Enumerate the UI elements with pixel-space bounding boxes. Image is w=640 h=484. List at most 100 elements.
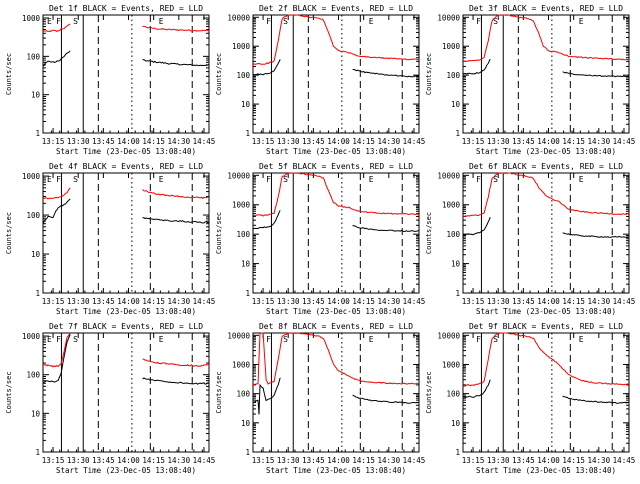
y-tick-label: 100 bbox=[446, 230, 460, 239]
y-axis-label: Counts/sec bbox=[425, 212, 433, 254]
series-line-events-black bbox=[463, 58, 491, 75]
x-tick-label: 13:15 bbox=[252, 297, 275, 306]
region-letter: F bbox=[56, 17, 61, 26]
x-tick-label: 13:45 bbox=[92, 137, 115, 146]
x-tick-label: 14:45 bbox=[193, 297, 216, 306]
x-tick-label: 13:30 bbox=[487, 456, 510, 465]
x-tick-label: 14:15 bbox=[142, 137, 165, 146]
series-line-events-black bbox=[562, 71, 629, 78]
x-tick-label: 13:30 bbox=[67, 297, 90, 306]
y-tick-label: 10 bbox=[241, 100, 251, 109]
series-line-lld-red bbox=[142, 25, 210, 32]
region-letter: E bbox=[47, 335, 52, 344]
x-tick-label: 14:15 bbox=[142, 456, 165, 465]
x-tick-label: 14:15 bbox=[142, 297, 165, 306]
x-tick-label: 13:30 bbox=[277, 456, 300, 465]
y-tick-label: 10 bbox=[451, 260, 461, 269]
series-line-events-black bbox=[42, 334, 71, 384]
x-tick-label: 14:45 bbox=[613, 137, 636, 146]
x-tick-label: 14:30 bbox=[588, 137, 611, 146]
series-line-lld-red bbox=[42, 332, 71, 368]
region-letter: F bbox=[476, 335, 481, 344]
x-tick-label: 14:00 bbox=[117, 456, 140, 465]
region-letter: F bbox=[266, 17, 271, 26]
series-line-lld-red bbox=[462, 172, 630, 217]
x-tick-label: 14:45 bbox=[403, 137, 426, 146]
region-letter: F bbox=[56, 175, 61, 184]
series-line-events-black bbox=[252, 59, 281, 76]
region-letter: E bbox=[47, 175, 52, 184]
y-tick-label: 10 bbox=[241, 419, 251, 428]
x-tick-label: 14:15 bbox=[352, 297, 375, 306]
region-letter: S bbox=[73, 335, 78, 344]
region-letter: F bbox=[476, 175, 481, 184]
region-letter: F bbox=[476, 17, 481, 26]
y-tick-label: 1 bbox=[455, 448, 460, 457]
region-letter: S bbox=[283, 175, 288, 184]
y-tick-label: 1000 bbox=[442, 360, 461, 369]
region-letter: F bbox=[56, 335, 61, 344]
x-tick-label: 13:30 bbox=[277, 137, 300, 146]
series-line-events-black bbox=[252, 377, 281, 415]
y-tick-label: 10 bbox=[451, 419, 461, 428]
y-tick-label: 10 bbox=[31, 91, 41, 100]
y-tick-label: 1000 bbox=[22, 14, 41, 23]
x-tick-label: 13:30 bbox=[487, 137, 510, 146]
chart-title: Det 6f BLACK = Events, RED = LLD bbox=[469, 162, 623, 171]
x-axis-label: Start Time (23-Dec-05 13:08:40) bbox=[56, 147, 196, 156]
y-tick-label: 10 bbox=[31, 250, 41, 259]
y-tick-label: 100 bbox=[236, 71, 250, 80]
y-tick-label: 10000 bbox=[437, 13, 460, 22]
region-letter: E bbox=[159, 175, 164, 184]
y-tick-label: 100 bbox=[446, 390, 460, 399]
x-axis-label: Start Time (23-Dec-05 13:08:40) bbox=[266, 466, 406, 475]
x-tick-label: 13:45 bbox=[302, 456, 325, 465]
panel-det-6: Det 6f BLACK = Events, RED = LLD Counts/s… bbox=[425, 162, 635, 316]
x-tick-label: 14:15 bbox=[352, 137, 375, 146]
x-tick-label: 13:45 bbox=[512, 297, 535, 306]
x-tick-label: 13:30 bbox=[67, 456, 90, 465]
x-tick-label: 14:45 bbox=[403, 456, 426, 465]
x-tick-label: 14:15 bbox=[562, 456, 585, 465]
plot-frame bbox=[252, 172, 420, 294]
y-tick-label: 10000 bbox=[227, 171, 250, 180]
y-tick-label: 1 bbox=[455, 289, 460, 298]
y-tick-label: 10 bbox=[31, 409, 41, 418]
series-line-lld-red bbox=[42, 23, 71, 33]
y-axis-label: Counts/sec bbox=[5, 53, 13, 95]
y-tick-label: 1000 bbox=[232, 201, 251, 210]
chart-title: Det 7f BLACK = Events, RED = LLD bbox=[49, 322, 203, 331]
y-tick-label: 10000 bbox=[437, 171, 460, 180]
x-axis-label: Start Time (23-Dec-05 13:08:40) bbox=[476, 466, 616, 475]
x-tick-label: 14:45 bbox=[613, 456, 636, 465]
chart-title: Det 3f BLACK = Events, RED = LLD bbox=[469, 4, 623, 13]
series-line-events-black bbox=[352, 69, 420, 78]
panel-det-1: Det 1f BLACK = Events, RED = LLD Counts/s… bbox=[5, 4, 215, 156]
series-line-events-black bbox=[462, 216, 491, 237]
region-letter: E bbox=[579, 335, 584, 344]
series-line-events-black bbox=[252, 210, 281, 230]
x-tick-label: 13:15 bbox=[252, 456, 275, 465]
series-line-events-black bbox=[42, 198, 71, 225]
x-axis-label: Start Time (23-Dec-05 13:08:40) bbox=[266, 147, 406, 156]
y-axis-label: Counts/sec bbox=[425, 53, 433, 95]
x-tick-label: 14:45 bbox=[193, 456, 216, 465]
plot-frame bbox=[462, 172, 630, 294]
region-letter: E bbox=[369, 17, 374, 26]
x-tick-label: 14:15 bbox=[562, 297, 585, 306]
x-tick-label: 13:15 bbox=[42, 456, 65, 465]
y-tick-label: 1 bbox=[245, 448, 250, 457]
y-tick-label: 10 bbox=[241, 260, 251, 269]
region-letter: S bbox=[493, 335, 498, 344]
x-tick-label: 14:00 bbox=[117, 297, 140, 306]
plot-frame bbox=[252, 332, 420, 453]
y-tick-label: 1000 bbox=[442, 201, 461, 210]
series-line-events-black bbox=[142, 377, 210, 385]
x-tick-label: 13:45 bbox=[92, 456, 115, 465]
x-tick-label: 14:15 bbox=[562, 137, 585, 146]
x-tick-label: 14:45 bbox=[403, 297, 426, 306]
panel-det-2: Det 2f BLACK = Events, RED = LLD Counts/s… bbox=[215, 4, 425, 156]
x-tick-label: 14:00 bbox=[537, 297, 560, 306]
